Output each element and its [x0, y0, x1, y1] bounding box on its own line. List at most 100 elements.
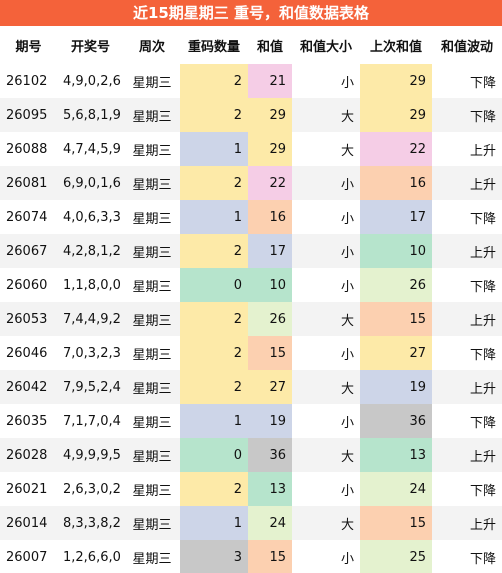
table-cell: 4,9,9,9,5 [63, 447, 121, 463]
table-cell: 4,2,8,1,2 [63, 243, 121, 259]
table-cell: 上升 [469, 177, 496, 193]
table-cell: 星期三 [132, 211, 172, 227]
column-header: 上次和值 [369, 39, 422, 55]
table-cell: 15 [360, 302, 432, 336]
table-cell: 19 [360, 370, 432, 404]
table-cell: 2 [180, 64, 248, 98]
table-cell: 1 [180, 132, 248, 166]
table-cell: 星期三 [132, 347, 172, 363]
table-cell: 上升 [469, 143, 496, 159]
table-cell: 上升 [469, 517, 496, 533]
table-cell: 2 [180, 166, 248, 200]
table-cell: 大 [340, 449, 354, 465]
table-cell: 下降 [469, 415, 496, 431]
table-row: 26095 5,6,8,1,9 星期三 2 29 大 29 下降 [0, 98, 502, 132]
table-cell: 大 [340, 109, 354, 125]
table-cell: 小 [340, 415, 354, 431]
table-row: 26035 7,1,7,0,4 星期三 1 19 小 36 下降 [0, 404, 502, 438]
table-cell: 大 [340, 381, 354, 397]
table-row: 26060 1,1,8,0,0 星期三 0 10 小 26 下降 [0, 268, 502, 302]
table-cell: 29 [248, 132, 292, 166]
table-cell: 27 [248, 370, 292, 404]
column-header: 和值波动 [440, 39, 493, 55]
table-cell: 29 [248, 98, 292, 132]
table-cell: 下降 [469, 109, 496, 125]
table-cell: 2 [180, 336, 248, 370]
table-cell: 6,9,0,1,6 [63, 175, 121, 191]
table-cell: 小 [340, 279, 354, 295]
table-cell: 星期三 [132, 517, 172, 533]
table-cell: 2,6,3,0,2 [63, 481, 121, 497]
table-row: 26102 4,9,0,2,6 星期三 2 21 小 29 下降 [0, 64, 502, 98]
table-cell: 22 [360, 132, 432, 166]
table-cell: 2 [180, 370, 248, 404]
table-row: 26028 4,9,9,9,5 星期三 0 36 大 13 上升 [0, 438, 502, 472]
column-header: 和值大小 [299, 39, 352, 55]
table-cell: 8,3,3,8,2 [63, 515, 121, 531]
table-cell: 3 [180, 540, 248, 573]
table-cell: 2 [180, 98, 248, 132]
table-row: 26067 4,2,8,1,2 星期三 2 17 小 10 上升 [0, 234, 502, 268]
table-row: 26081 6,9,0,1,6 星期三 2 22 小 16 上升 [0, 166, 502, 200]
table-cell: 10 [248, 268, 292, 302]
table-cell: 上升 [469, 449, 496, 465]
table-row: 26046 7,0,3,2,3 星期三 2 15 小 27 下降 [0, 336, 502, 370]
table-cell: 26035 [6, 413, 48, 429]
table-cell: 小 [340, 483, 354, 499]
table-cell: 星期三 [132, 245, 172, 261]
table-cell: 2 [180, 472, 248, 506]
table-cell: 1 [180, 506, 248, 540]
table-cell: 下降 [469, 211, 496, 227]
table-cell: 星期三 [132, 75, 172, 91]
table-cell: 星期三 [132, 415, 172, 431]
table-cell: 13 [360, 438, 432, 472]
table-cell: 26028 [6, 447, 48, 463]
table-cell: 2 [180, 234, 248, 268]
table-cell: 小 [340, 245, 354, 261]
table-cell: 小 [340, 211, 354, 227]
table-cell: 下降 [469, 551, 496, 567]
table-cell: 小 [340, 177, 354, 193]
table-cell: 36 [360, 404, 432, 438]
table-cell: 25 [360, 540, 432, 573]
table-cell: 星期三 [132, 109, 172, 125]
table-cell: 星期三 [132, 279, 172, 295]
table-cell: 26046 [6, 345, 48, 361]
table-cell: 1,1,8,0,0 [63, 277, 121, 293]
table-cell: 26102 [6, 73, 48, 89]
table-cell: 24 [248, 506, 292, 540]
table-cell: 4,7,4,5,9 [63, 141, 121, 157]
table-cell: 0 [180, 268, 248, 302]
table-cell: 星期三 [132, 313, 172, 329]
table-cell: 上升 [469, 381, 496, 397]
table-cell: 下降 [469, 75, 496, 91]
table-cell: 36 [248, 438, 292, 472]
table-cell: 16 [248, 200, 292, 234]
table-cell: 5,6,8,1,9 [63, 107, 121, 123]
table-cell: 星期三 [132, 551, 172, 567]
table-cell: 星期三 [132, 381, 172, 397]
table-cell: 26 [360, 268, 432, 302]
table-cell: 15 [360, 506, 432, 540]
table-cell: 21 [248, 64, 292, 98]
table-cell: 26 [248, 302, 292, 336]
header-row: 期号 开奖号 周次 重码数量 和值 和值大小 上次和值 和值波动 [0, 26, 502, 64]
table-cell: 24 [360, 472, 432, 506]
column-header: 期号 [15, 39, 42, 55]
table-cell: 7,0,3,2,3 [63, 345, 121, 361]
table-cell: 小 [340, 347, 354, 363]
table-cell: 上升 [469, 313, 496, 329]
table-row: 26042 7,9,5,2,4 星期三 2 27 大 19 上升 [0, 370, 502, 404]
column-header: 重码数量 [187, 39, 240, 55]
table-row: 26088 4,7,4,5,9 星期三 1 29 大 22 上升 [0, 132, 502, 166]
table-cell: 大 [340, 517, 354, 533]
table-cell: 1,2,6,6,0 [63, 549, 121, 565]
table-cell: 下降 [469, 347, 496, 363]
table-row: 26074 4,0,6,3,3 星期三 1 16 小 17 下降 [0, 200, 502, 234]
table-cell: 15 [248, 336, 292, 370]
table-cell: 17 [248, 234, 292, 268]
table-cell: 小 [340, 75, 354, 91]
table-cell: 16 [360, 166, 432, 200]
table-cell: 26095 [6, 107, 48, 123]
